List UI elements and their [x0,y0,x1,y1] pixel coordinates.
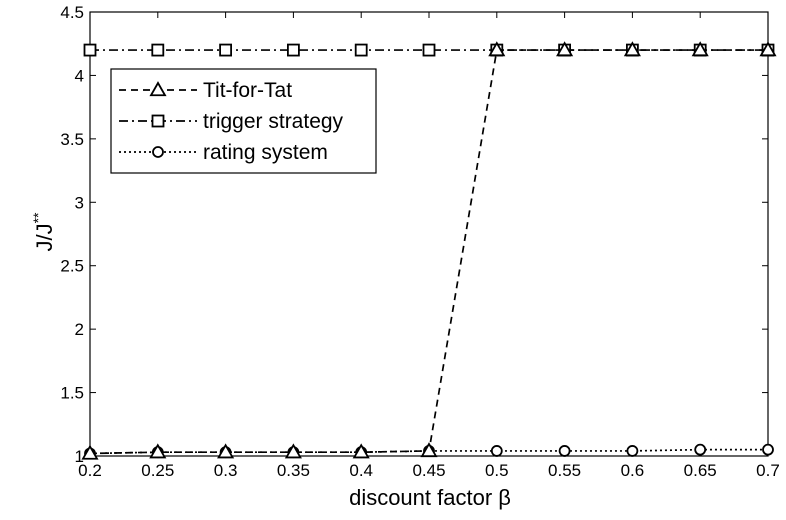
y-tick-label: 1.5 [60,384,84,403]
square-marker [83,43,97,57]
x-tick-label: 0.25 [141,461,174,480]
x-tick-label: 0.35 [277,461,310,480]
series-tit-for-tat [81,41,777,460]
x-axis-title: discount factor β [349,485,511,510]
x-tick-label: 0.65 [684,461,717,480]
triangle-marker [149,443,167,459]
x-tick-label: 0.2 [78,461,102,480]
triangle-marker [691,41,709,57]
x-tick-label: 0.7 [756,461,780,480]
y-axis-title-superscript: ** [30,212,46,223]
circle-marker [490,445,503,457]
series-layer [81,41,777,460]
square-marker [219,43,233,57]
square-marker [354,43,368,57]
triangle-marker [420,442,438,458]
triangle-marker [81,444,99,460]
y-tick-label: 3 [75,193,84,212]
triangle-marker [556,41,574,57]
x-tick-label: 0.6 [621,461,645,480]
legend: Tit-for-Tat trigger strategy rating system [110,68,377,174]
y-tick-label: 4 [75,66,84,85]
circle-marker [694,443,707,456]
square-marker [286,43,300,57]
triangle-marker [149,81,167,97]
triangle-marker [488,41,506,57]
y-axis: 1 1.5 2 2.5 3 3.5 4 4.5 [60,3,768,466]
y-tick-label: 1 [75,447,84,466]
y-axis-title: J/J** [30,212,57,252]
y-tick-label: 3.5 [60,130,84,149]
triangle-marker [284,443,302,459]
triangle-marker [623,41,641,57]
square-marker [422,43,436,57]
legend-entry: rating system [119,141,328,164]
triangle-marker [352,443,370,459]
legend-entry: Tit-for-Tat [119,79,292,102]
series-line [89,448,768,455]
x-tick-label: 0.45 [412,461,445,480]
legend-label: rating system [203,141,328,164]
circle-marker [558,445,571,457]
y-tick-label: 4.5 [60,3,84,22]
x-tick-label: 0.3 [214,461,238,480]
square-marker [151,114,165,128]
x-tick-label: 0.4 [349,461,373,480]
legend-label: Tit-for-Tat [203,79,292,102]
y-tick-label: 2 [75,320,84,339]
triangle-marker [217,443,235,459]
legend-entry: trigger strategy [119,110,344,133]
circle-marker [152,146,164,158]
y-tick-label: 2.5 [60,257,84,276]
y-axis-title-main: J/J [32,223,57,251]
triangle-marker [759,41,777,57]
circle-marker [762,443,774,456]
circle-marker [626,445,639,457]
square-marker [151,43,165,57]
x-tick-label: 0.5 [485,461,509,480]
x-tick-label: 0.55 [548,461,581,480]
legend-label: trigger strategy [203,110,344,133]
